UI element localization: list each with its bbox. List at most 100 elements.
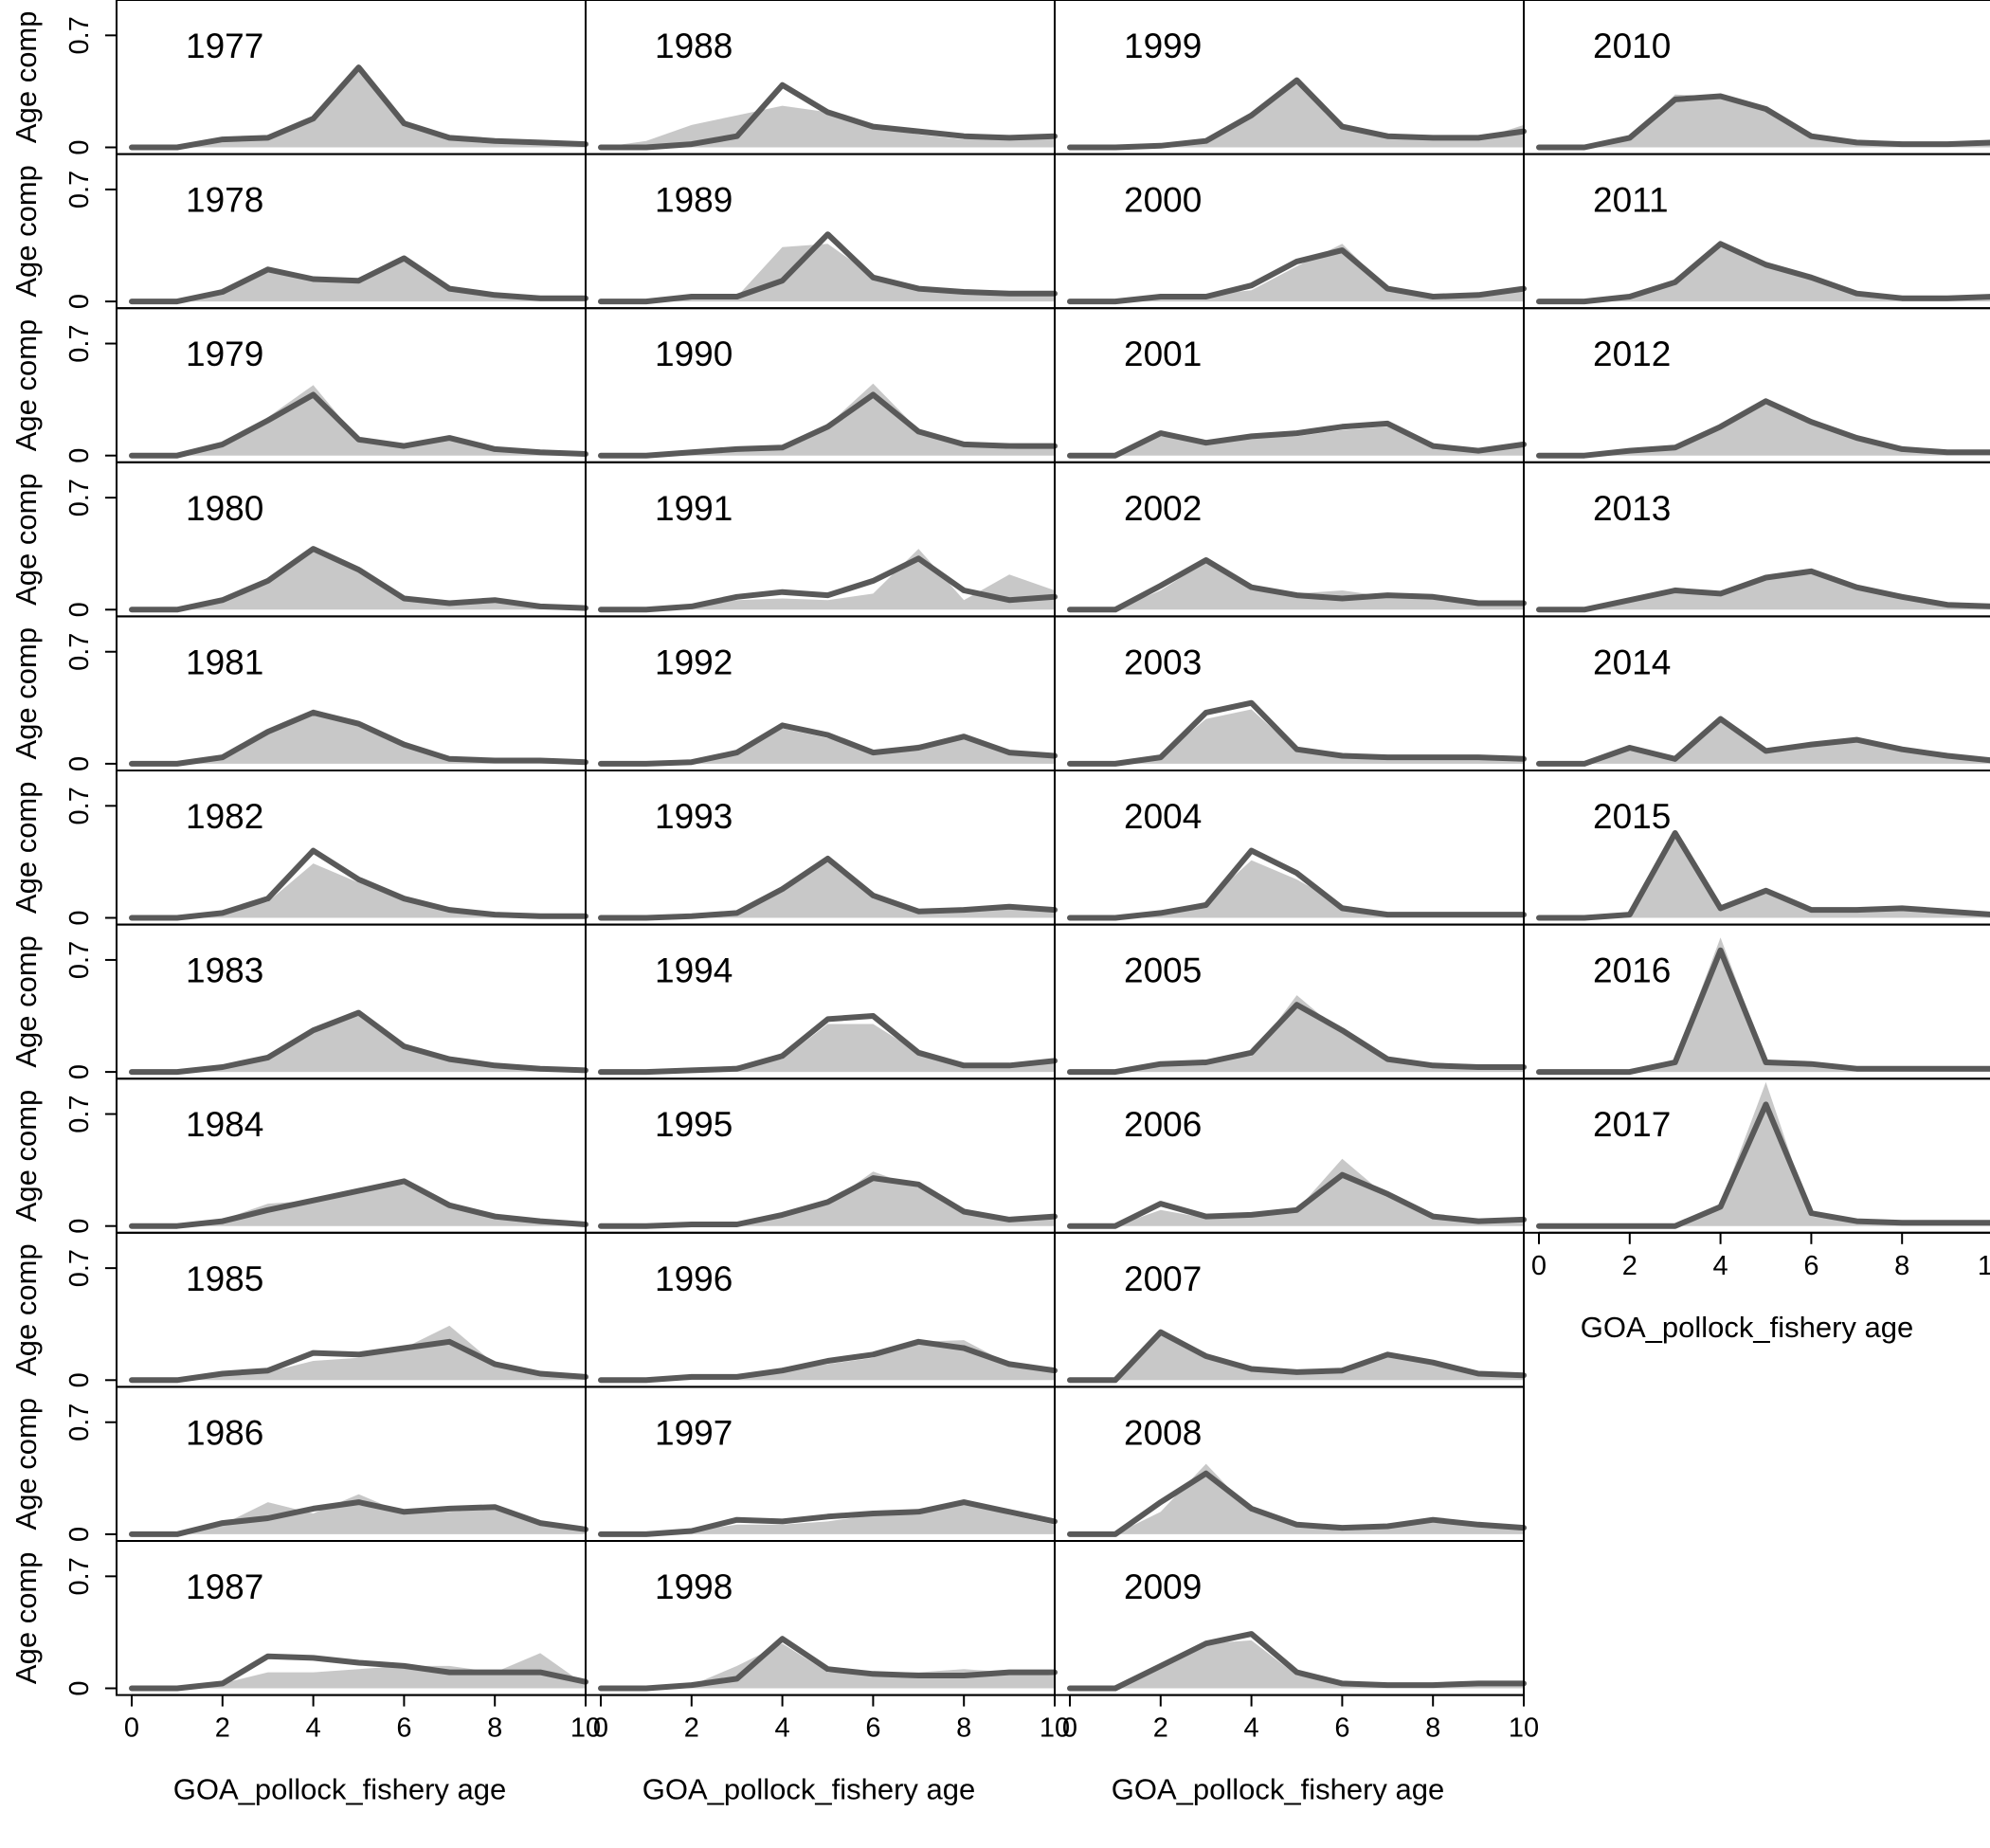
panel-year-label: 1983	[186, 951, 263, 990]
observed-area-1996	[601, 1340, 1055, 1381]
panel-year-label: 1988	[655, 27, 733, 65]
panel-year-label: 1996	[655, 1259, 733, 1298]
panel-year-label: 2009	[1124, 1567, 1202, 1606]
panel-2010: 2010	[1523, 0, 1990, 155]
panel-1997: 1997	[585, 1386, 1058, 1543]
expected-line-2015	[1536, 830, 1990, 921]
y-tick-label: 0.7	[64, 16, 95, 54]
panel-year-label: 1980	[186, 489, 263, 528]
panel-2008: 2008	[1054, 1386, 1527, 1543]
panel-1977: 1977 0 0.7	[64, 0, 588, 155]
y-tick-label: 0.7	[64, 1557, 95, 1595]
expected-line-1984	[129, 1178, 588, 1229]
observed-area-1997	[601, 1502, 1055, 1534]
y-axis-title: Age comp	[9, 627, 43, 760]
y-tick-label: 0.7	[64, 941, 95, 979]
panel-1987: 1987 0 0.7 0 2 4 6 8 10	[64, 1540, 601, 1744]
x-tick-label: 0	[1531, 1251, 1547, 1281]
expected-line-1989	[598, 231, 1058, 305]
observed-area-1991	[601, 549, 1055, 610]
y-tick-label: 0.7	[64, 1249, 95, 1287]
panel-2004: 2004	[1054, 770, 1527, 926]
x-tick-label: 6	[396, 1713, 411, 1744]
panel-2011: 2011	[1523, 153, 1990, 310]
panel-2012: 2012	[1523, 307, 1990, 463]
panel-1998: 1998 0 2 4 6 8 10	[585, 1540, 1070, 1744]
panel-year-label: 2003	[1124, 643, 1202, 681]
panel-year-label: 1989	[655, 181, 733, 220]
observed-area-1983	[132, 1010, 586, 1073]
panel-1986: 1986 0 0.7	[64, 1386, 588, 1543]
expected-line-1982	[129, 847, 588, 921]
x-tick-label: 0	[593, 1713, 608, 1744]
expected-line-1985	[129, 1338, 588, 1384]
panel-year-label: 2010	[1593, 27, 1671, 65]
observed-area-1981	[132, 709, 586, 764]
panel-year-label: 1984	[186, 1105, 263, 1144]
panel-1994: 1994	[585, 923, 1058, 1080]
panel-2016: 2016	[1523, 923, 1990, 1080]
panel-year-label: 1977	[186, 27, 263, 65]
expected-line-2004	[1067, 847, 1527, 921]
expected-line-1992	[598, 722, 1058, 767]
y-tick-label: 0	[64, 1527, 95, 1542]
panel-year-label: 2006	[1124, 1105, 1202, 1144]
x-tick-label: 6	[865, 1713, 880, 1744]
expected-line-2000	[1067, 247, 1527, 305]
x-tick-label: 2	[1153, 1713, 1168, 1744]
panel-year-label: 2004	[1124, 797, 1202, 836]
expected-line-1978	[129, 255, 588, 305]
panel-1984: 1984 0 0.7	[64, 1078, 588, 1234]
panel-year-label: 1991	[655, 489, 733, 528]
observed-area-2003	[1070, 709, 1524, 764]
x-tick-label: 8	[487, 1713, 502, 1744]
expected-line-2010	[1536, 93, 1990, 151]
y-tick-label: 0	[64, 139, 95, 154]
panel-1979: 1979 0 0.7	[64, 307, 588, 463]
panel-year-label: 1995	[655, 1105, 733, 1144]
panel-year-label: 2013	[1593, 489, 1671, 528]
observed-area-2011	[1539, 246, 1990, 302]
expected-line-2001	[1067, 420, 1527, 459]
expected-line-1994	[598, 1013, 1058, 1076]
x-tick-label: 4	[1244, 1713, 1259, 1744]
x-tick-label: 10	[1509, 1713, 1539, 1744]
expected-line-1980	[129, 546, 588, 613]
panel-year-label: 2000	[1124, 181, 1202, 220]
observed-area-2006	[1070, 1158, 1524, 1226]
panel-year-label: 2005	[1124, 951, 1202, 990]
expected-line-2008	[1067, 1470, 1527, 1537]
x-tick-label: 6	[1803, 1251, 1818, 1281]
panel-year-label: 1982	[186, 797, 263, 836]
x-tick-label: 10	[570, 1713, 601, 1744]
panel-year-label: 1999	[1124, 27, 1202, 65]
observed-area-1993	[601, 857, 1055, 918]
expected-line-1993	[598, 856, 1058, 921]
expected-line-1999	[1067, 77, 1527, 151]
y-tick-label: 0	[64, 1064, 95, 1079]
panel-1993: 1993	[585, 770, 1058, 926]
observed-area-1987	[132, 1653, 586, 1689]
observed-area-2014	[1539, 718, 1990, 764]
y-tick-label: 0	[64, 1219, 95, 1234]
x-tick-label: 10	[1040, 1713, 1070, 1744]
panel-frame-2008	[1054, 1386, 1525, 1543]
panel-2006: 2006	[1054, 1078, 1527, 1234]
expected-line-1998	[598, 1636, 1058, 1692]
y-axis-title: Age comp	[9, 935, 43, 1068]
observed-area-1977	[132, 63, 586, 148]
y-tick-label: 0.7	[64, 324, 95, 362]
panel-year-label: 1997	[655, 1413, 733, 1452]
observed-area-1989	[601, 244, 1055, 302]
y-tick-label: 0	[64, 756, 95, 771]
panel-2001: 2001	[1054, 307, 1527, 463]
panel-2007: 2007	[1054, 1231, 1527, 1388]
observed-area-2010	[1539, 94, 1990, 148]
panel-1996: 1996	[585, 1231, 1058, 1388]
expected-line-1977	[129, 64, 588, 151]
y-axis-title: Age comp	[9, 782, 43, 915]
panel-year-label: 1978	[186, 181, 263, 220]
x-tick-label: 2	[684, 1713, 699, 1744]
panel-2017: 2017 0 2 4 6 8 10	[1523, 1078, 1990, 1281]
panel-2014: 2014	[1523, 615, 1990, 772]
